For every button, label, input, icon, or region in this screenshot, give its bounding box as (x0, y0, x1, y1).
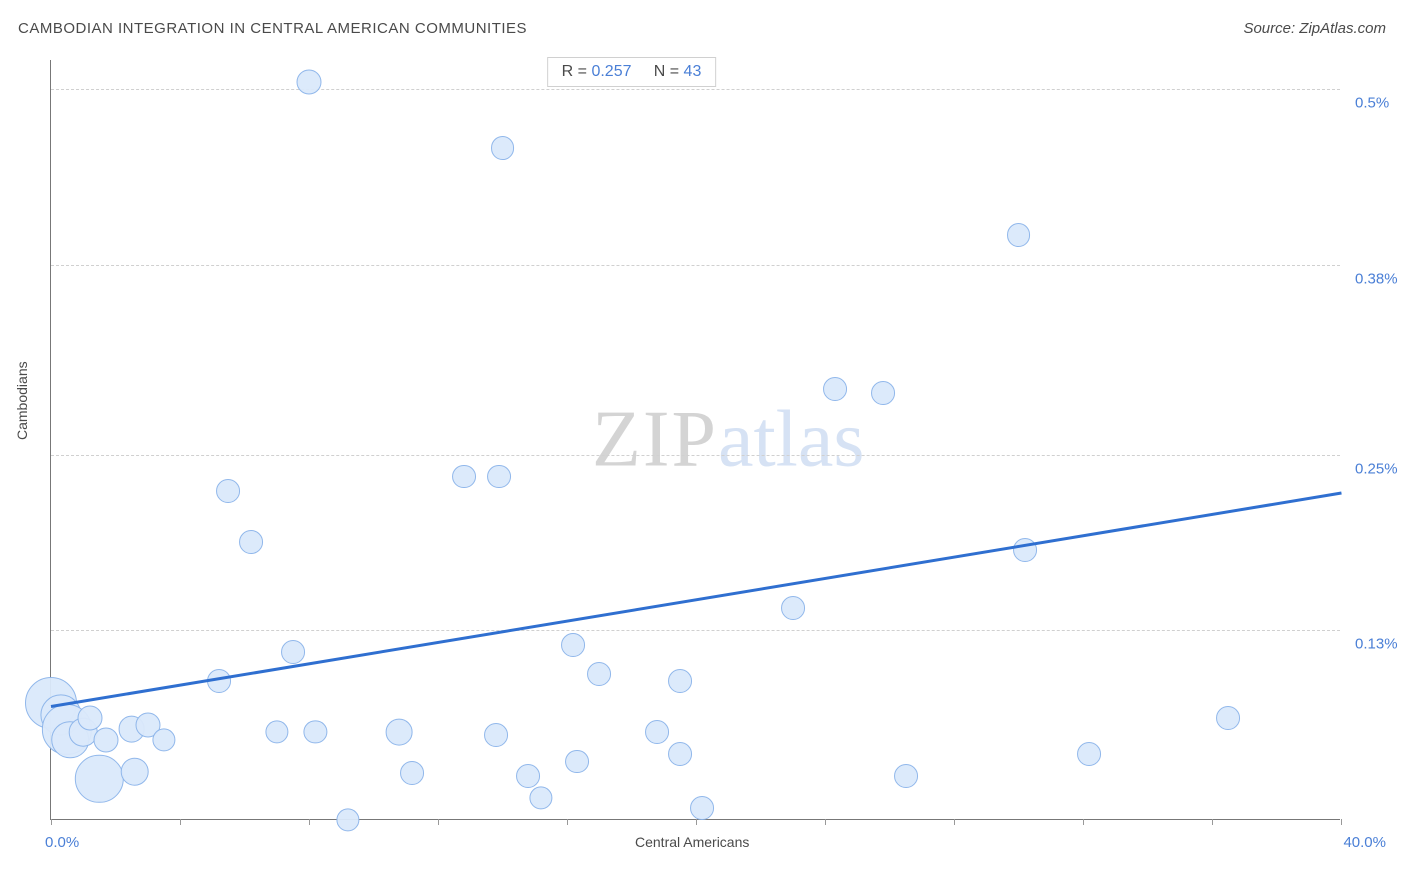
x-min-label: 0.0% (45, 834, 79, 851)
x-tick (1341, 819, 1342, 825)
gridline (51, 630, 1340, 631)
data-point (1013, 538, 1037, 562)
watermark-atlas: atlas (718, 396, 865, 484)
data-point (1216, 706, 1240, 730)
watermark-zip: ZIP (592, 396, 718, 484)
data-point (871, 381, 895, 405)
data-point (1077, 742, 1101, 766)
y-tick-label: 0.5% (1355, 95, 1389, 112)
y-tick-label: 0.25% (1355, 460, 1398, 477)
data-point (336, 808, 359, 831)
source-attribution: Source: ZipAtlas.com (1243, 20, 1386, 37)
scatter-plot-area: ZIPatlas R = 0.257 N = 43 (50, 60, 1340, 820)
x-tick (51, 819, 52, 825)
data-point (400, 761, 424, 785)
data-point (281, 640, 305, 664)
watermark: ZIPatlas (592, 395, 865, 486)
data-point (587, 662, 611, 686)
data-point (1007, 223, 1031, 247)
y-tick-label: 0.13% (1355, 636, 1398, 653)
data-point (239, 530, 263, 554)
data-point (561, 633, 585, 657)
data-point (304, 721, 327, 744)
page-title: CAMBODIAN INTEGRATION IN CENTRAL AMERICA… (18, 20, 527, 37)
data-point (690, 796, 714, 820)
data-point (894, 764, 918, 788)
data-point (297, 69, 322, 94)
data-point (452, 465, 476, 489)
x-tick (567, 819, 568, 825)
data-point (77, 705, 102, 730)
data-point (668, 669, 692, 693)
x-max-label: 40.0% (1343, 834, 1386, 851)
r-value: 0.257 (591, 63, 631, 80)
x-tick (696, 819, 697, 825)
x-tick (825, 819, 826, 825)
y-tick-label: 0.38% (1355, 270, 1398, 287)
data-point (265, 721, 288, 744)
y-axis-title: Cambodians (14, 361, 30, 440)
data-point (645, 720, 669, 744)
data-point (216, 479, 240, 503)
data-point (565, 750, 589, 774)
data-point (152, 728, 175, 751)
regression-line (51, 491, 1341, 707)
n-value: 43 (684, 63, 702, 80)
gridline (51, 89, 1340, 90)
x-axis-title: Central Americans (635, 834, 749, 850)
stats-legend: R = 0.257 N = 43 (547, 57, 717, 87)
data-point (386, 719, 413, 746)
data-point (781, 596, 805, 620)
data-point (93, 727, 118, 752)
gridline (51, 265, 1340, 266)
data-point (668, 742, 692, 766)
x-tick (1212, 819, 1213, 825)
data-point (491, 136, 515, 160)
data-point (823, 377, 847, 401)
data-point (516, 764, 540, 788)
data-point (75, 755, 123, 803)
x-tick (438, 819, 439, 825)
x-tick (180, 819, 181, 825)
data-point (487, 465, 511, 489)
x-tick (1083, 819, 1084, 825)
data-point (121, 757, 150, 786)
data-point (530, 786, 553, 809)
x-tick (309, 819, 310, 825)
n-label: N = (654, 63, 684, 80)
data-point (484, 723, 508, 747)
x-tick (954, 819, 955, 825)
gridline (51, 455, 1340, 456)
r-label: R = (562, 63, 592, 80)
